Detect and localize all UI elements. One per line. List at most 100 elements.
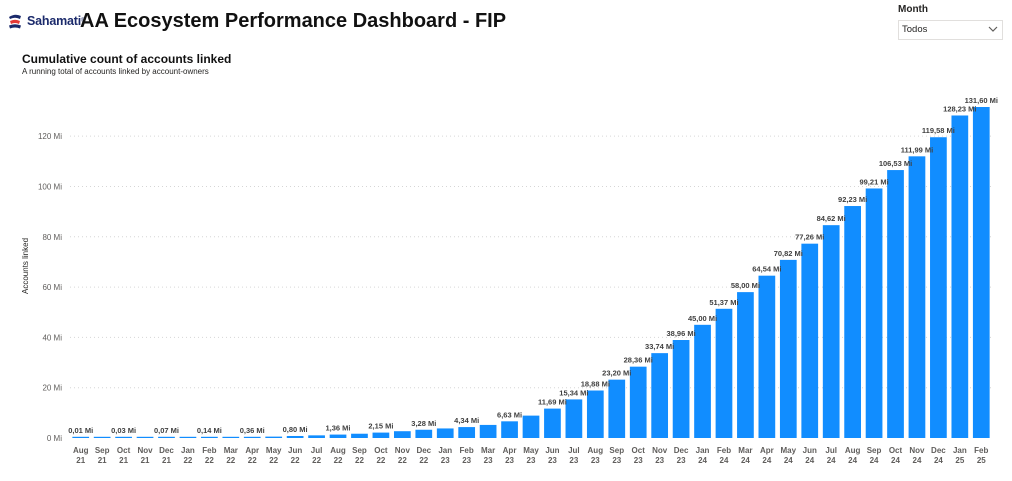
data-label: 64,54 Mi [752,265,781,274]
bar[interactable] [136,436,154,438]
x-tick-label-month: Nov [395,446,411,455]
data-label: 58,00 Mi [731,281,760,290]
x-tick-label-year: 23 [591,456,600,465]
bar[interactable] [565,399,583,438]
x-tick-label-year: 23 [677,456,686,465]
bar[interactable] [72,436,90,438]
x-tick-label-year: 23 [655,456,664,465]
bar[interactable] [351,433,368,438]
data-label: 111,99 Mi [901,145,934,154]
data-label: 1,36 Mi [326,424,351,433]
bar[interactable] [844,206,861,438]
bar[interactable] [758,275,776,438]
x-tick-label-year: 23 [569,456,578,465]
bar[interactable] [951,115,969,439]
page-title: AA Ecosystem Performance Dashboard - FIP [80,10,507,32]
bar[interactable] [201,436,218,438]
x-tick-label-month: Mar [481,446,495,455]
bar[interactable] [865,188,883,438]
bar[interactable] [822,225,840,438]
bar[interactable] [887,170,904,438]
x-tick-label-year: 24 [741,456,750,465]
bar[interactable] [286,435,304,438]
bar[interactable] [608,379,626,438]
x-tick-label-month: Oct [889,446,903,455]
bar[interactable] [972,107,990,439]
bar[interactable] [115,436,132,438]
x-tick-label-year: 22 [312,456,321,465]
data-label: 0,36 Mi [240,426,265,435]
x-tick-label-year: 24 [762,456,771,465]
bar[interactable] [586,390,604,438]
sahamati-logo-icon [9,14,21,29]
bar[interactable] [522,415,540,438]
bar[interactable] [694,324,711,438]
x-tick-label-month: Jun [545,446,559,455]
bar[interactable] [737,292,754,438]
x-tick-label-month: Jun [803,446,817,455]
bar[interactable] [544,408,561,438]
x-tick-label-month: May [523,446,539,455]
logo-trademark: ® [80,18,86,24]
y-tick-label: 0 Mi [47,434,62,443]
x-tick-label-month: Jul [825,446,837,455]
x-tick-label-year: 21 [119,456,128,465]
data-label: 119,58 Mi [922,126,955,135]
bar[interactable] [179,436,197,438]
x-tick-label-month: Nov [652,446,668,455]
data-label: 70,82 Mi [774,249,803,258]
bar[interactable] [243,436,261,438]
bar[interactable] [308,435,325,438]
x-tick-label-month: Apr [503,446,517,455]
x-tick-label-year: 22 [248,456,257,465]
x-tick-label-month: Feb [974,446,988,455]
bar[interactable] [458,427,476,438]
bar[interactable] [158,436,175,438]
x-tick-label-year: 23 [462,456,471,465]
x-tick-label-year: 22 [226,456,235,465]
x-tick-label-year: 24 [698,456,707,465]
bar[interactable] [908,156,926,438]
x-tick-label-year: 24 [784,456,793,465]
month-slicer-label: Month [898,4,928,15]
bar[interactable] [222,436,240,438]
x-tick-label-year: 21 [76,456,85,465]
x-tick-label-month: May [781,446,797,455]
chevron-down-icon[interactable] [987,23,999,35]
bar[interactable] [372,432,390,438]
month-dropdown-value: Todos [902,24,928,35]
bar[interactable] [479,424,497,438]
bar[interactable] [415,429,433,438]
data-label: 131,60 Mi [965,96,998,105]
bar[interactable] [501,421,518,438]
x-tick-label-year: 25 [955,456,964,465]
bar[interactable] [93,436,111,438]
bar[interactable] [672,340,690,438]
bar[interactable] [779,259,797,438]
month-dropdown[interactable]: Todos [898,20,1003,40]
bar[interactable] [801,243,819,438]
x-tick-label-month: Aug [330,446,346,455]
bar[interactable] [393,431,411,438]
data-label: 51,37 Mi [709,298,738,307]
x-tick-label-month: Dec [674,446,689,455]
x-tick-label-month: Mar [224,446,238,455]
bar[interactable] [436,428,454,438]
x-tick-label-month: Aug [845,446,861,455]
data-label: 15,34 Mi [559,388,588,397]
bar[interactable] [651,353,669,438]
bar[interactable] [329,434,347,438]
chart-subtitle: A running total of accounts linked by ac… [22,67,209,76]
x-tick-label-year: 21 [98,456,107,465]
bar[interactable] [930,137,947,439]
y-axis: 0 Mi 20 Mi 40 Mi 60 Mi 80 Mi 100 Mi 120 Mi [38,132,62,443]
bars [72,107,990,439]
x-tick-label-year: 23 [548,456,557,465]
data-label: 0,80 Mi [283,425,308,434]
x-tick-label-year: 22 [334,456,343,465]
data-label: 3,28 Mi [411,419,436,428]
bar[interactable] [715,308,733,438]
bar[interactable] [265,436,283,438]
bar[interactable] [629,366,647,438]
